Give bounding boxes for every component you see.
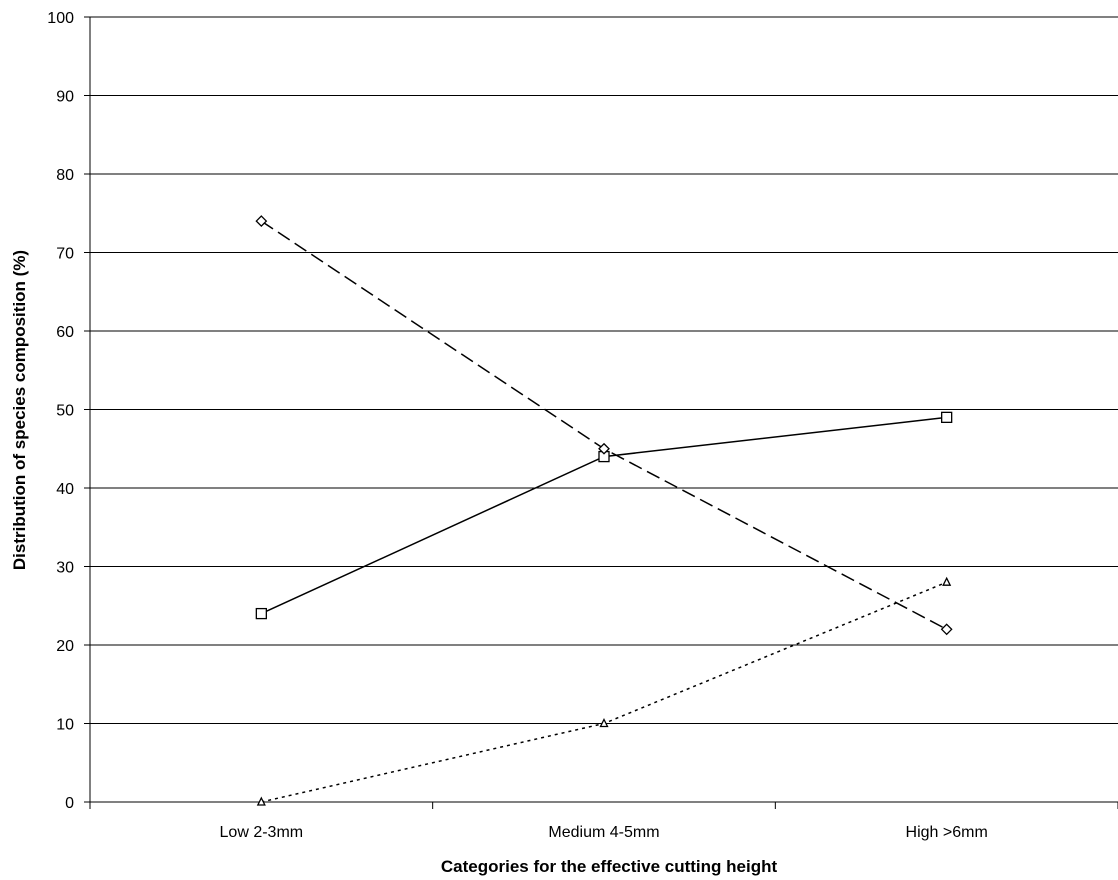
y-tick-labels: 0 10 20 30 40 50 60 70 80 90 100 [47,10,74,812]
y-axis-title: Distribution of species composition (%) [10,250,29,570]
x-tick-label-0: Low 2-3mm [220,824,304,841]
axes [84,16,1118,809]
y-tick-label-60: 60 [56,324,74,341]
series-1 [255,215,953,636]
series-1-point-1 [598,442,610,455]
gridlines [90,16,1118,724]
y-tick-label-100: 100 [47,10,74,27]
y-tick-label-30: 30 [56,560,74,577]
series-1-line [260,220,948,630]
x-tick-label-2: High >6mm [906,824,988,841]
y-tick-label-90: 90 [56,89,74,106]
x-axis-title: Categories for the effective cutting hei… [441,857,778,876]
series [255,215,953,806]
series-2-point-2 [942,576,952,586]
y-tick-label-0: 0 [65,795,74,812]
y-tick-label-10: 10 [56,717,74,734]
series-2-point-1 [599,718,609,728]
y-tick-label-80: 80 [56,167,74,184]
y-tick-label-20: 20 [56,638,74,655]
series-0 [255,411,953,620]
y-tick-label-70: 70 [56,246,74,263]
x-tick-label-1: Medium 4-5mm [548,824,659,841]
series-2-point-0 [256,796,266,806]
series-2-line [261,581,947,803]
y-tick-label-50: 50 [56,403,74,420]
y-tick-label-40: 40 [56,481,74,498]
series-2 [256,576,952,806]
x-tick-labels: Low 2-3mm Medium 4-5mm High >6mm [220,824,988,841]
series-1-point-0 [255,215,268,228]
series-0-point-2 [941,411,953,424]
series-0-point-0 [255,607,267,620]
series-1-point-2 [940,623,953,636]
